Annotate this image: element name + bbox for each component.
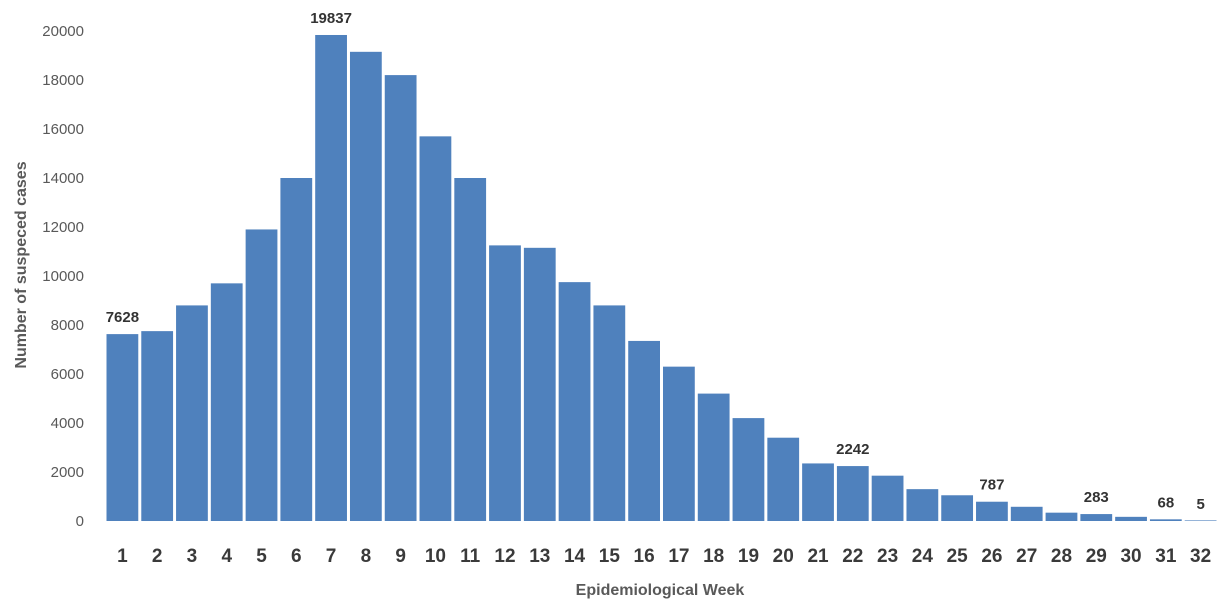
x-tick-label: 13 <box>529 546 550 567</box>
bar-week-17 <box>663 366 695 521</box>
x-tick-label: 9 <box>395 546 406 567</box>
y-tick-label: 6000 <box>51 366 84 383</box>
bars <box>106 34 1217 522</box>
bar-week-28 <box>1045 512 1078 521</box>
data-label: 5 <box>1196 496 1204 513</box>
x-tick-label: 28 <box>1051 546 1072 567</box>
x-tick-label: 1 <box>117 546 128 567</box>
bar-week-18 <box>697 393 730 521</box>
bar-week-27 <box>1010 506 1043 521</box>
bar-week-8 <box>349 51 382 521</box>
x-tick-label: 32 <box>1190 546 1211 567</box>
bar-week-10 <box>419 136 452 521</box>
x-axis-title: Epidemiological Week <box>576 582 745 599</box>
bar-week-30 <box>1115 516 1147 521</box>
bar-week-1 <box>106 334 139 521</box>
x-tick-label: 2 <box>152 546 163 567</box>
data-label: 7628 <box>106 309 139 326</box>
y-tick-label: 12000 <box>42 219 84 236</box>
bar-week-2 <box>141 331 174 522</box>
data-labels: 7628 19837 2242 787 283 68 5 <box>106 10 1205 513</box>
x-tick-label: 17 <box>668 546 689 567</box>
bar-week-31 <box>1149 519 1182 521</box>
bar-week-21 <box>802 463 834 521</box>
x-tick-label: 14 <box>564 546 586 567</box>
x-axis-ticks: 1 2 3 4 5 6 7 8 9 10 11 12 13 14 15 16 17 18 19 20 21 22 23 24 2… <box>117 546 1211 567</box>
x-tick-label: 7 <box>326 546 337 567</box>
y-tick-label: 18000 <box>42 72 84 89</box>
x-tick-label: 3 <box>187 546 198 567</box>
y-tick-label: 14000 <box>42 170 84 187</box>
y-tick-label: 0 <box>76 513 84 530</box>
x-tick-label: 21 <box>807 546 829 567</box>
bar-week-9 <box>384 75 417 521</box>
x-tick-label: 5 <box>256 546 267 567</box>
x-tick-label: 11 <box>460 546 481 567</box>
bar-week-6 <box>280 178 313 521</box>
bar-week-15 <box>593 305 626 521</box>
bar-week-20 <box>767 437 800 521</box>
bar-week-13 <box>523 247 556 521</box>
y-axis-title: Number of suspeced cases <box>13 161 30 368</box>
x-tick-label: 22 <box>842 546 863 567</box>
x-tick-label: 30 <box>1120 546 1141 567</box>
x-tick-label: 19 <box>738 546 759 567</box>
bar-week-22 <box>836 466 869 521</box>
bar-week-3 <box>176 305 208 521</box>
x-tick-label: 18 <box>703 546 724 567</box>
bar-week-24 <box>906 489 939 521</box>
x-tick-label: 29 <box>1086 546 1107 567</box>
bar-week-23 <box>871 475 904 521</box>
x-tick-label: 25 <box>947 546 969 567</box>
bar-week-32 <box>1184 520 1217 521</box>
bar-week-12 <box>489 245 521 522</box>
data-label: 787 <box>979 477 1004 494</box>
bar-week-7 <box>315 34 347 522</box>
x-tick-label: 20 <box>773 546 794 567</box>
y-tick-label: 8000 <box>51 317 84 334</box>
bar-week-19 <box>732 418 765 521</box>
bar-week-26 <box>976 501 1008 521</box>
x-tick-label: 27 <box>1016 546 1037 567</box>
y-tick-label: 10000 <box>42 268 84 285</box>
x-tick-label: 12 <box>494 546 515 567</box>
bar-week-11 <box>454 178 487 521</box>
y-tick-label: 20000 <box>42 23 84 40</box>
data-label: 68 <box>1157 494 1174 511</box>
y-tick-label: 16000 <box>42 121 84 138</box>
bar-week-4 <box>210 283 243 521</box>
x-tick-label: 6 <box>291 546 302 567</box>
bar-week-29 <box>1080 514 1113 521</box>
data-label: 283 <box>1084 489 1109 506</box>
bar-week-16 <box>628 340 660 521</box>
x-tick-label: 15 <box>599 546 621 567</box>
x-tick-label: 4 <box>221 546 232 567</box>
data-label: 19837 <box>310 10 352 27</box>
y-axis-ticks: 0 2000 4000 6000 8000 10000 12000 14000 16000 180… <box>42 23 84 530</box>
bar-week-25 <box>941 495 974 521</box>
x-tick-label: 23 <box>877 546 898 567</box>
bar-week-5 <box>245 229 278 521</box>
x-tick-label: 10 <box>425 546 446 567</box>
x-tick-label: 8 <box>361 546 372 567</box>
y-tick-label: 2000 <box>51 464 84 481</box>
x-tick-label: 24 <box>912 546 934 567</box>
x-tick-label: 16 <box>634 546 655 567</box>
bar-week-14 <box>558 282 591 522</box>
x-tick-label: 26 <box>981 546 1002 567</box>
data-label: 2242 <box>836 441 869 458</box>
x-tick-label: 31 <box>1155 546 1177 567</box>
y-tick-label: 4000 <box>51 415 84 432</box>
